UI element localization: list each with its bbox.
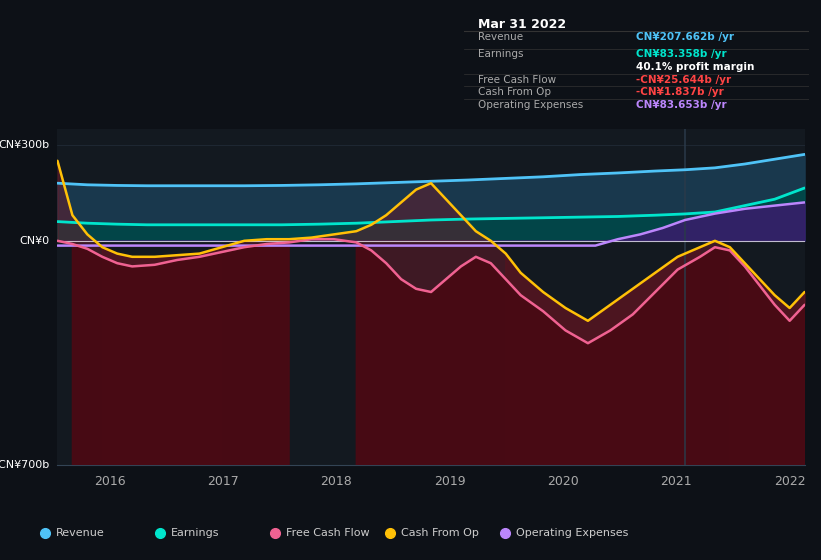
- Text: Cash From Op: Cash From Op: [478, 87, 551, 97]
- Text: -CN¥1.837b /yr: -CN¥1.837b /yr: [636, 87, 724, 97]
- Text: 40.1% profit margin: 40.1% profit margin: [636, 62, 754, 72]
- Text: -CN¥25.644b /yr: -CN¥25.644b /yr: [636, 74, 732, 85]
- Text: CN¥300b: CN¥300b: [0, 140, 50, 150]
- Text: CN¥83.653b /yr: CN¥83.653b /yr: [636, 100, 727, 110]
- Text: -CN¥700b: -CN¥700b: [0, 460, 50, 470]
- Text: Earnings: Earnings: [172, 528, 220, 538]
- Text: Revenue: Revenue: [56, 528, 105, 538]
- Text: Revenue: Revenue: [478, 32, 523, 42]
- Text: Operating Expenses: Operating Expenses: [478, 100, 583, 110]
- Text: Mar 31 2022: Mar 31 2022: [478, 17, 566, 31]
- Text: Cash From Op: Cash From Op: [401, 528, 479, 538]
- Text: Free Cash Flow: Free Cash Flow: [287, 528, 369, 538]
- Text: CN¥207.662b /yr: CN¥207.662b /yr: [636, 32, 734, 42]
- Text: Operating Expenses: Operating Expenses: [516, 528, 628, 538]
- Text: Earnings: Earnings: [478, 49, 523, 59]
- Text: CN¥83.358b /yr: CN¥83.358b /yr: [636, 49, 727, 59]
- Text: Free Cash Flow: Free Cash Flow: [478, 74, 556, 85]
- Text: CN¥0: CN¥0: [20, 236, 50, 246]
